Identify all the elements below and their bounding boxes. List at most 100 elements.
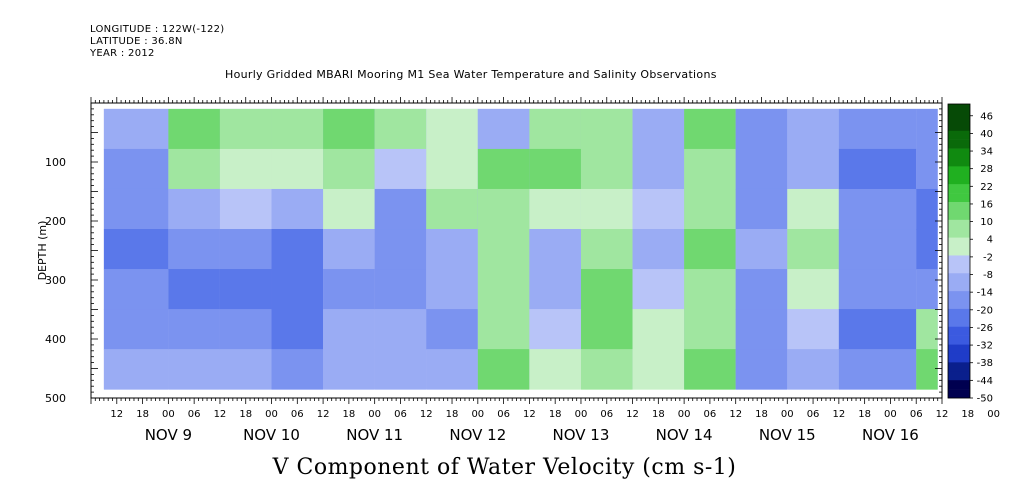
heatmap-cell (477, 108, 530, 150)
heatmap-cell (787, 188, 839, 230)
heatmap-cell (838, 269, 917, 310)
x-hour-tick-label: 00 (162, 409, 175, 420)
heatmap-cell (103, 108, 169, 150)
x-hour-tick-label: 18 (858, 409, 871, 420)
colorbar-segment (948, 380, 970, 390)
heatmap-cell (219, 229, 272, 270)
heatmap-cell (271, 229, 324, 270)
variable-title: V Component of Water Velocity (cm s-1) (272, 455, 737, 480)
x-hour-tick-label: 06 (807, 409, 820, 420)
longitude-label: LONGITUDE : 122W(-122) (90, 24, 225, 35)
heatmap-cell (916, 108, 938, 150)
colorbar-tick-label: -8 (983, 270, 993, 281)
x-hour-tick-label: 12 (832, 409, 845, 420)
heatmap-cell (684, 229, 736, 270)
x-hour-tick-label: 12 (729, 409, 742, 420)
colorbar-tick-label: 34 (980, 147, 993, 158)
x-hour-tick-label: 18 (652, 409, 665, 420)
colorbar-segment (948, 344, 970, 354)
heatmap-cell (374, 269, 427, 310)
heatmap-cell (168, 108, 220, 150)
heatmap-cell (374, 148, 427, 190)
heatmap-cell (426, 229, 478, 270)
heatmap-cell (632, 188, 685, 230)
colorbar-segment (948, 175, 970, 185)
colorbar-segment (948, 362, 970, 372)
heatmap-cell (684, 269, 736, 310)
heatmap-cell (580, 229, 633, 270)
heatmap-cell (271, 188, 324, 230)
heatmap-cell (323, 269, 375, 310)
heatmap-cell (916, 309, 938, 350)
x-day-label: NOV 9 (145, 426, 192, 444)
x-hour-tick-label: 00 (884, 409, 897, 420)
heatmap-cell (271, 148, 324, 190)
heatmap-cell (323, 349, 375, 390)
heatmap-cell (787, 148, 839, 190)
heatmap-cell (168, 148, 220, 190)
colorbar-segment (948, 121, 970, 132)
heatmap-cell (632, 269, 685, 310)
heatmap-cell (684, 108, 736, 150)
heatmap-cell (735, 269, 788, 310)
heatmap-cell (426, 188, 478, 230)
x-day-label: NOV 13 (553, 426, 610, 444)
x-hour-tick-label: 06 (291, 409, 304, 420)
x-hour-tick-label: 00 (781, 409, 794, 420)
heatmap-cell (684, 349, 736, 390)
x-hour-tick-label: 00 (987, 409, 1000, 420)
colorbar-segment (948, 317, 970, 328)
latitude-label: LATITUDE : 36.8N (90, 36, 183, 47)
colorbar-segment (948, 148, 970, 158)
heatmap-cell (323, 148, 375, 190)
heatmap-cell (735, 309, 788, 350)
colorbar-segment (948, 139, 970, 149)
heatmap-cell (271, 309, 324, 350)
colorbar-segment (948, 237, 970, 247)
heatmap-cell (426, 309, 478, 350)
heatmap-cell (529, 349, 581, 390)
colorbar-tick-label: 40 (980, 129, 993, 140)
x-hour-tick-label: 12 (317, 409, 330, 420)
y-tick-label: 300 (45, 274, 66, 287)
x-hour-tick-label: 12 (936, 409, 949, 420)
y-tick-label: 400 (45, 333, 66, 346)
heatmap-cell (271, 269, 324, 310)
y-tick-label: 200 (45, 215, 66, 228)
heatmap-cell (916, 188, 938, 230)
x-hour-tick-label: 12 (420, 409, 433, 420)
colorbar-segment (948, 335, 970, 345)
heatmap-cell (916, 229, 938, 270)
heatmap-cell (529, 188, 581, 230)
heatmap-cell (168, 269, 220, 310)
colorbar-segment (948, 104, 970, 114)
x-hour-tick-label: 06 (394, 409, 407, 420)
colorbar-segment (948, 291, 970, 301)
heatmap-cell (271, 108, 324, 150)
heatmap-cell (529, 229, 581, 270)
heatmap-cell (103, 148, 169, 190)
x-hour-tick-label: 00 (575, 409, 588, 420)
colorbar-segment (948, 300, 970, 310)
heatmap-cell (580, 269, 633, 310)
colorbar-segment (948, 353, 970, 363)
heatmap-cell (168, 309, 220, 350)
x-day-label: NOV 12 (449, 426, 506, 444)
x-day-label: NOV 14 (656, 426, 713, 444)
colorbar-segment (948, 308, 970, 319)
heatmap-cell (838, 309, 917, 350)
heatmap-cell (735, 188, 788, 230)
heatmap-cell (838, 148, 917, 190)
colorbar-segment (948, 184, 970, 194)
heatmap-cell (787, 309, 839, 350)
heatmap-cell (580, 108, 633, 150)
colorbar-segment (948, 264, 970, 274)
colorbar-segment (948, 219, 970, 230)
x-hour-tick-label: 12 (626, 409, 639, 420)
colorbar-segment (948, 193, 970, 203)
heatmap-cell (684, 148, 736, 190)
x-hour-tick-label: 18 (755, 409, 768, 420)
heatmap-cell (426, 148, 478, 190)
chart-title: Hourly Gridded MBARI Mooring M1 Sea Wate… (225, 68, 717, 81)
heatmap-cell (529, 148, 581, 190)
